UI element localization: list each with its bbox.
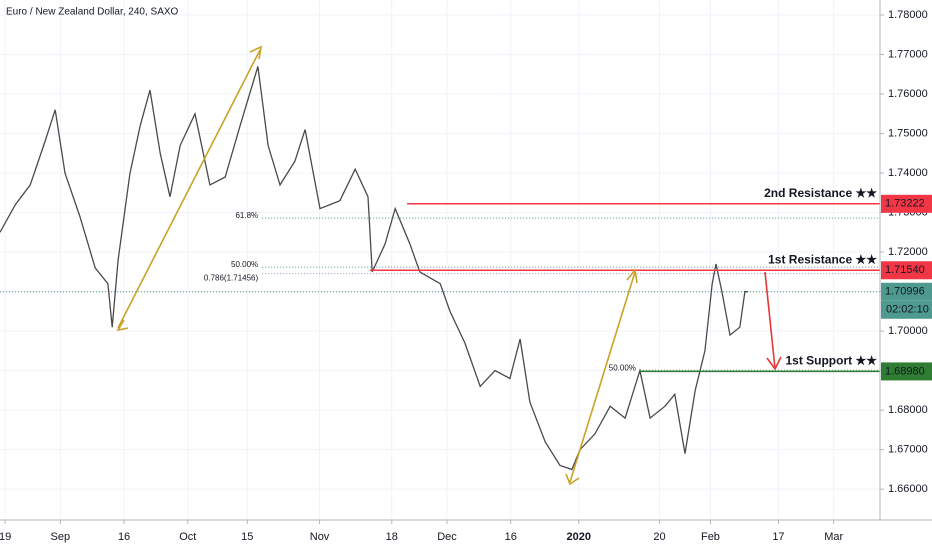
arrow-head bbox=[766, 356, 782, 371]
forecast-arrow bbox=[764, 271, 776, 369]
trend-arrow bbox=[569, 271, 636, 483]
x-tick-label: 17 bbox=[772, 531, 784, 543]
y-tick-label: 1.75000 bbox=[888, 127, 928, 139]
y-tick-label: 1.77000 bbox=[888, 48, 928, 60]
level-label: 1st Resistance ★★ bbox=[768, 252, 877, 266]
y-tick-label: 1.70000 bbox=[888, 325, 928, 337]
x-tick-label: Sep bbox=[51, 531, 71, 543]
plot: 61.8% 50.00% 0.786(1.71456) 50.00% 2nd Resis… bbox=[0, 66, 880, 471]
x-tick-label: Feb bbox=[701, 531, 720, 543]
price-box-label: 1.68980 bbox=[885, 365, 925, 377]
x-tick-label: 18 bbox=[386, 531, 398, 543]
fib-label: 61.8% bbox=[235, 211, 258, 220]
arrow-head bbox=[626, 268, 638, 284]
price-line bbox=[0, 66, 748, 471]
arrow-head bbox=[249, 45, 263, 60]
x-tick-label: 16 bbox=[505, 531, 517, 543]
countdown-label: 02:02:10 bbox=[886, 304, 929, 316]
arrows bbox=[116, 45, 782, 486]
y-tick-label: 1.72000 bbox=[888, 246, 928, 258]
countdown-box bbox=[881, 300, 932, 319]
x-tick-label: Oct bbox=[179, 531, 196, 543]
fib-label: 50.00% bbox=[609, 363, 636, 372]
x-tick-label: 19 bbox=[0, 531, 11, 543]
x-tick-label: 16 bbox=[118, 531, 130, 543]
x-tick-label: 15 bbox=[241, 531, 253, 543]
price-box bbox=[881, 194, 932, 213]
price-box-label: 1.70996 bbox=[885, 286, 925, 298]
fib-label: 0.786(1.71456) bbox=[204, 274, 259, 283]
y-tick-label: 1.78000 bbox=[888, 9, 928, 21]
price-box-label: 1.71540 bbox=[885, 264, 925, 276]
y-tick-label: 1.74000 bbox=[888, 167, 928, 179]
x-tick-label: Nov bbox=[310, 531, 330, 543]
arrow-head bbox=[116, 319, 129, 332]
x-tick-label: 2020 bbox=[566, 531, 590, 543]
x-tick-label: Mar bbox=[824, 531, 843, 543]
price-box bbox=[881, 362, 932, 381]
x-tick-label: Dec bbox=[437, 531, 457, 543]
level-label: 1st Support ★★ bbox=[785, 354, 877, 368]
axes: 1.660001.670001.680001.690001.700001.710… bbox=[0, 9, 932, 543]
y-tick-label: 1.76000 bbox=[888, 88, 928, 100]
x-tick-label: 20 bbox=[653, 531, 665, 543]
chart-title: Euro / New Zealand Dollar, 240, SAXO bbox=[6, 7, 179, 18]
arrow-head bbox=[565, 473, 580, 486]
price-box bbox=[881, 261, 932, 280]
fib-label: 50.00% bbox=[231, 260, 258, 269]
price-box bbox=[881, 282, 932, 301]
y-tick-label: 1.68000 bbox=[888, 404, 928, 416]
level-label: 2nd Resistance ★★ bbox=[764, 186, 877, 200]
y-tick-label: 1.66000 bbox=[888, 483, 928, 495]
price-box-label: 1.73222 bbox=[885, 198, 925, 210]
y-tick-label: 1.67000 bbox=[888, 444, 928, 456]
trend-arrow bbox=[117, 49, 261, 329]
grid bbox=[0, 0, 880, 520]
